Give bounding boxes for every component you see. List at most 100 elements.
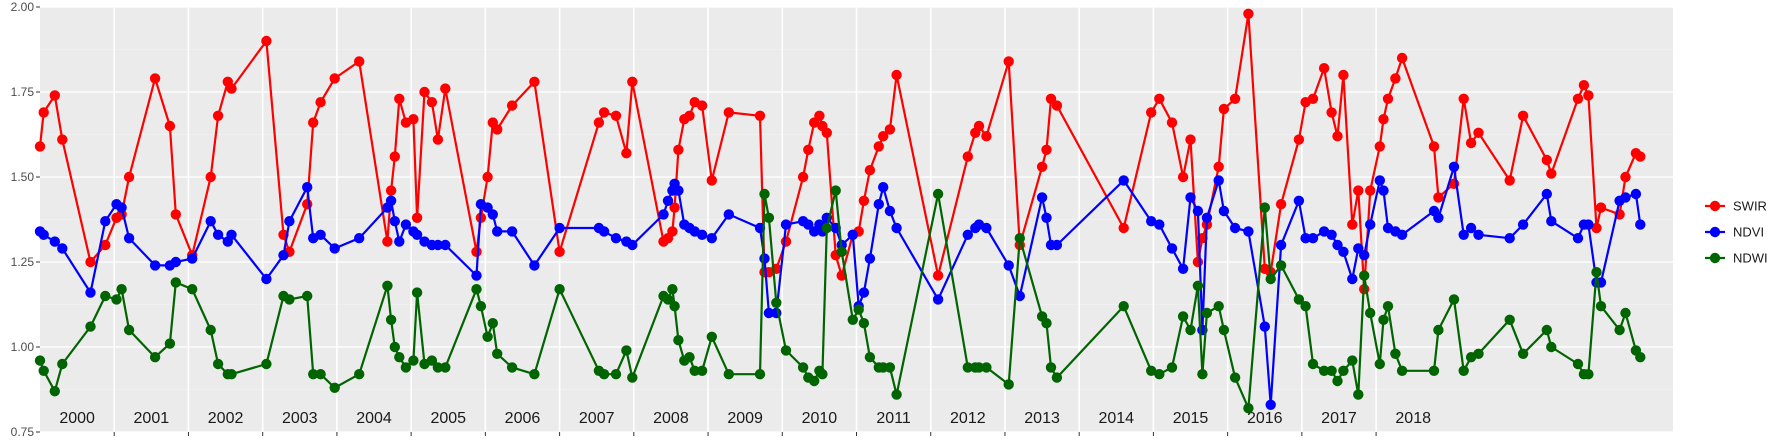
legend-key-point <box>1709 226 1721 238</box>
data-point-swir <box>1465 137 1477 149</box>
data-point-ndwi <box>858 318 870 329</box>
data-point-ndwi <box>475 301 487 312</box>
data-point-swir <box>432 134 444 145</box>
data-point-swir <box>1318 62 1330 74</box>
data-point-swir <box>884 124 896 135</box>
data-point-swir <box>315 97 326 108</box>
y-tick-label: 0.75 <box>11 425 35 439</box>
data-point-ndwi <box>763 212 775 223</box>
legend-item-ndwi: NDWI <box>1705 251 1768 266</box>
data-point-swir <box>673 144 684 155</box>
data-point-swir <box>329 73 340 84</box>
data-point-ndwi <box>426 355 438 366</box>
data-point-ndvi <box>1359 250 1370 261</box>
year-label: 2003 <box>282 410 318 427</box>
data-point-swir <box>529 76 540 88</box>
data-point-ndvi <box>598 226 610 237</box>
data-point-swir <box>814 110 825 122</box>
data-point-ndwi <box>385 314 397 325</box>
data-point-ndwi <box>1359 270 1370 281</box>
data-point-ndwi <box>817 369 828 380</box>
data-point-swir <box>302 199 313 210</box>
data-point-ndwi <box>308 369 319 380</box>
data-point-ndwi <box>329 382 340 393</box>
data-point-swir <box>684 110 695 122</box>
data-point-ndvi <box>116 202 127 213</box>
data-point-ndwi <box>1051 372 1063 383</box>
data-point-ndwi <box>149 352 161 363</box>
data-point-ndvi <box>385 195 397 206</box>
data-point-ndvi <box>1307 233 1319 244</box>
data-point-ndwi <box>1213 301 1224 312</box>
data-point-ndwi <box>1146 365 1157 376</box>
data-point-swir <box>1275 199 1287 210</box>
data-point-ndwi <box>1546 341 1557 353</box>
data-point-ndwi <box>598 369 610 380</box>
data-point-ndwi <box>932 188 944 200</box>
year-label: 2009 <box>727 410 763 427</box>
data-point-swir <box>482 171 493 183</box>
data-point-ndwi <box>482 331 493 342</box>
data-point-ndvi <box>400 219 412 230</box>
data-point-ndvi <box>38 229 49 240</box>
data-point-ndwi <box>1014 233 1025 244</box>
data-point-ndwi <box>884 362 896 373</box>
data-point-ndvi <box>440 239 451 251</box>
data-point-ndvi <box>278 250 289 261</box>
data-point-swir <box>411 212 423 223</box>
data-point-ndwi <box>1517 348 1529 359</box>
data-point-ndwi <box>1595 301 1607 312</box>
data-point-ndvi <box>847 229 858 240</box>
y-tick-label: 1.00 <box>11 340 35 354</box>
data-point-ndwi <box>205 324 216 336</box>
data-point-ndwi <box>170 277 181 288</box>
data-point-swir <box>1428 141 1440 152</box>
data-point-ndwi <box>1353 389 1364 400</box>
data-point-ndwi <box>830 185 841 196</box>
data-point-ndwi <box>57 358 68 370</box>
data-point-ndvi <box>723 209 734 220</box>
data-point-ndwi <box>487 318 498 329</box>
data-point-ndvi <box>884 205 896 217</box>
data-point-swir <box>382 236 393 247</box>
data-point-ndvi <box>858 287 870 298</box>
data-point-ndvi <box>1365 219 1376 230</box>
data-point-ndvi <box>212 229 224 240</box>
data-point-swir <box>1374 141 1386 152</box>
data-point-ndvi <box>803 219 814 230</box>
data-point-swir <box>34 141 46 152</box>
legend-label-swir: SWIR <box>1733 199 1767 214</box>
data-point-swir <box>1229 93 1241 105</box>
data-point-ndvi <box>891 222 902 234</box>
data-point-swir <box>858 195 870 206</box>
data-point-swir <box>973 120 985 132</box>
data-point-ndvi <box>315 229 326 240</box>
data-point-swir <box>394 93 405 105</box>
data-point-swir <box>1118 222 1129 234</box>
year-label: 2014 <box>1098 410 1134 427</box>
data-point-ndvi <box>1583 219 1594 230</box>
data-point-ndwi <box>1154 369 1165 380</box>
data-point-ndwi <box>706 331 717 342</box>
data-point-ndvi <box>261 273 272 285</box>
data-point-ndvi <box>1546 216 1557 227</box>
data-point-ndwi <box>1347 355 1358 366</box>
series-ndvi <box>34 161 1646 410</box>
data-point-ndwi <box>1614 324 1625 336</box>
data-point-swir <box>1591 222 1602 234</box>
data-point-ndwi <box>261 358 272 370</box>
data-point-ndvi <box>1326 229 1337 240</box>
data-point-swir <box>426 97 438 108</box>
legend-item-ndvi: NDVI <box>1705 225 1764 240</box>
data-point-ndvi <box>471 270 482 281</box>
data-point-ndwi <box>689 365 700 376</box>
data-point-ndwi <box>847 314 858 325</box>
data-point-ndwi <box>1293 294 1305 305</box>
data-point-swir <box>1003 56 1014 67</box>
data-point-ndvi <box>1185 192 1196 203</box>
data-point-swir <box>593 117 605 128</box>
data-point-ndvi <box>1572 233 1584 244</box>
data-point-swir <box>1396 52 1408 64</box>
data-point-ndwi <box>1177 311 1189 322</box>
data-point-ndwi <box>891 389 902 400</box>
